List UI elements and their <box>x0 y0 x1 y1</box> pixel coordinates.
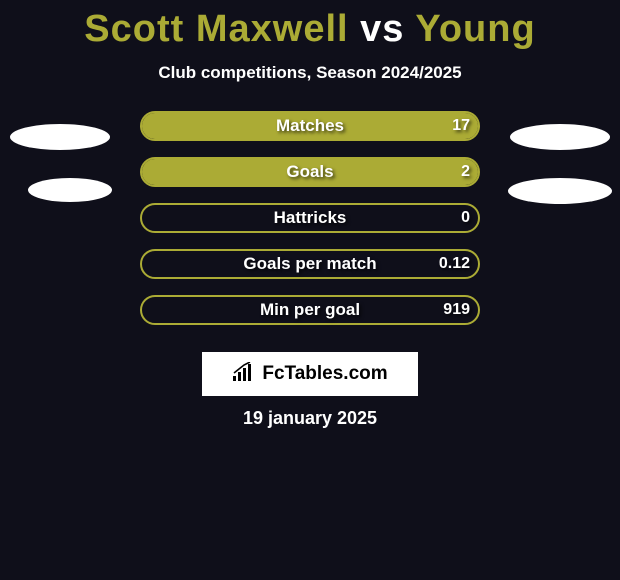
vs-text: vs <box>360 8 404 50</box>
stat-value-right: 919 <box>443 295 470 325</box>
stat-row: Goals per match0.12 <box>0 249 620 295</box>
stat-row: Hattricks0 <box>0 203 620 249</box>
chart-icon <box>232 362 256 387</box>
stat-value-right: 0.12 <box>439 249 470 279</box>
stat-value-right: 17 <box>452 111 470 141</box>
stat-label: Goals per match <box>140 249 480 279</box>
logo-box: FcTables.com <box>202 352 418 396</box>
stat-value-right: 0 <box>461 203 470 233</box>
logo-text: FcTables.com <box>262 363 387 385</box>
stat-label: Goals <box>140 157 480 187</box>
stat-label: Matches <box>140 111 480 141</box>
stat-rows: Matches17Goals2Hattricks0Goals per match… <box>0 111 620 341</box>
stat-row: Matches17 <box>0 111 620 157</box>
date-text: 19 january 2025 <box>0 408 620 429</box>
stat-row: Min per goal919 <box>0 295 620 341</box>
comparison-title: Scott Maxwell vs Young <box>0 0 620 51</box>
player1-name: Scott Maxwell <box>84 8 348 50</box>
player2-name: Young <box>415 8 535 50</box>
stat-row: Goals2 <box>0 157 620 203</box>
subtitle: Club competitions, Season 2024/2025 <box>0 63 620 83</box>
stat-label: Min per goal <box>140 295 480 325</box>
stat-label: Hattricks <box>140 203 480 233</box>
stat-value-right: 2 <box>461 157 470 187</box>
